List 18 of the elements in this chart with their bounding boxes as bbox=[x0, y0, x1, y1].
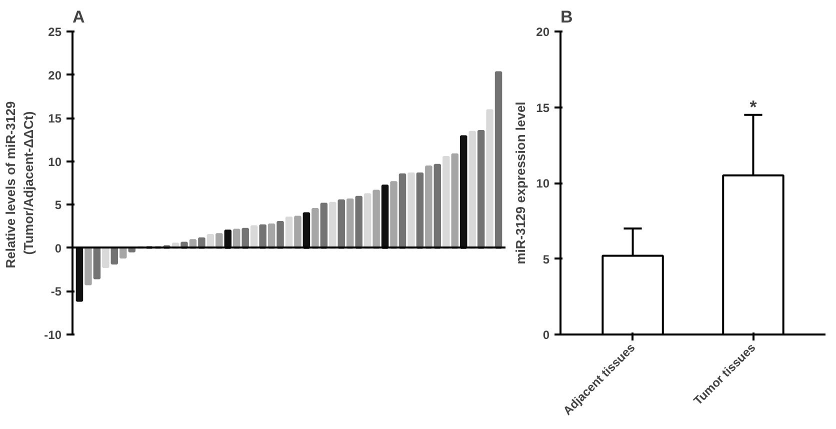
y-tick-label: -5 bbox=[50, 284, 62, 299]
chart-title: A bbox=[72, 8, 85, 26]
y-tick-label: 15 bbox=[536, 100, 550, 115]
y-tick-label: 20 bbox=[536, 25, 550, 39]
y-tick-label: 15 bbox=[48, 112, 62, 126]
y-tick-label: 20 bbox=[48, 68, 62, 82]
y-tick-label: 10 bbox=[48, 154, 62, 169]
y-tick-label: 10 bbox=[536, 176, 550, 190]
y-tick-label: 5 bbox=[54, 198, 62, 212]
y-tick-label: 25 bbox=[48, 25, 62, 39]
y-axis-title: miR-3129 expression level bbox=[513, 102, 528, 264]
y-tick-label: -10 bbox=[44, 328, 62, 342]
annotation: * bbox=[750, 96, 757, 117]
y-tick-label: 0 bbox=[54, 241, 62, 256]
y-tick-label: 0 bbox=[542, 328, 550, 342]
y-axis-title: Relative levels of miR-3129 (Tumor/Adjacent-ΔΔCt) bbox=[3, 101, 36, 268]
chart-title: B bbox=[560, 8, 573, 26]
y-tick-label: 5 bbox=[542, 252, 550, 266]
